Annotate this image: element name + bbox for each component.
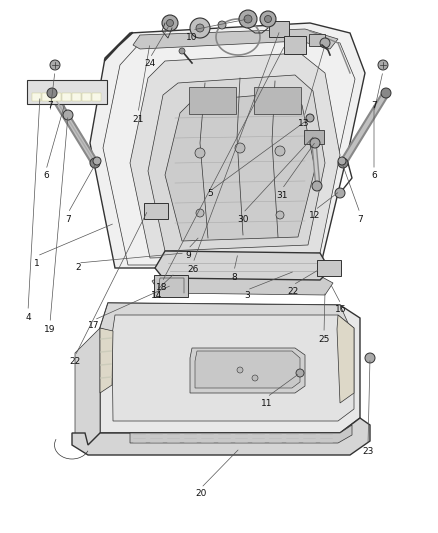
Polygon shape xyxy=(155,251,330,280)
Circle shape xyxy=(239,10,257,28)
Circle shape xyxy=(296,369,304,377)
FancyBboxPatch shape xyxy=(52,93,60,101)
Circle shape xyxy=(47,88,57,98)
FancyBboxPatch shape xyxy=(189,87,236,114)
Text: 23: 23 xyxy=(362,447,374,456)
Polygon shape xyxy=(112,315,354,421)
FancyBboxPatch shape xyxy=(81,93,91,101)
Text: 25: 25 xyxy=(318,335,330,343)
Circle shape xyxy=(265,15,272,22)
Circle shape xyxy=(235,143,245,153)
Text: 10: 10 xyxy=(186,33,198,42)
Circle shape xyxy=(195,148,205,158)
Polygon shape xyxy=(148,75,325,251)
FancyBboxPatch shape xyxy=(254,87,301,114)
Text: 19: 19 xyxy=(44,325,56,334)
Text: 5: 5 xyxy=(207,189,213,198)
Circle shape xyxy=(218,21,226,29)
Polygon shape xyxy=(72,418,370,455)
Circle shape xyxy=(275,146,285,156)
Text: 6: 6 xyxy=(43,172,49,181)
Text: 1: 1 xyxy=(34,259,40,268)
Circle shape xyxy=(381,88,391,98)
FancyBboxPatch shape xyxy=(317,260,341,276)
FancyBboxPatch shape xyxy=(284,36,306,54)
Text: 2: 2 xyxy=(75,263,81,272)
Text: 14: 14 xyxy=(151,292,162,301)
Circle shape xyxy=(365,353,375,363)
Text: 21: 21 xyxy=(132,115,144,124)
Circle shape xyxy=(190,18,210,38)
FancyBboxPatch shape xyxy=(92,93,100,101)
Text: 22: 22 xyxy=(69,358,81,367)
Circle shape xyxy=(335,188,345,198)
Polygon shape xyxy=(100,328,113,393)
Text: 3: 3 xyxy=(244,290,250,300)
Circle shape xyxy=(312,181,322,191)
FancyBboxPatch shape xyxy=(27,80,107,104)
Text: 16: 16 xyxy=(335,305,347,314)
Polygon shape xyxy=(152,275,333,295)
Circle shape xyxy=(50,60,60,70)
FancyBboxPatch shape xyxy=(61,93,71,101)
Circle shape xyxy=(260,11,276,27)
Polygon shape xyxy=(100,303,360,433)
FancyBboxPatch shape xyxy=(71,93,81,101)
Circle shape xyxy=(252,375,258,381)
Text: 18: 18 xyxy=(156,284,168,293)
Text: 7: 7 xyxy=(47,101,53,109)
FancyBboxPatch shape xyxy=(154,275,188,297)
FancyBboxPatch shape xyxy=(304,130,324,144)
Text: 6: 6 xyxy=(371,172,377,181)
Circle shape xyxy=(179,48,185,54)
Text: 12: 12 xyxy=(309,212,321,221)
Polygon shape xyxy=(195,351,300,388)
Text: 9: 9 xyxy=(185,251,191,260)
FancyBboxPatch shape xyxy=(32,93,40,101)
Text: 7: 7 xyxy=(65,214,71,223)
Circle shape xyxy=(276,211,284,219)
Text: 20: 20 xyxy=(195,489,207,498)
Polygon shape xyxy=(337,315,354,403)
Polygon shape xyxy=(133,29,338,49)
Polygon shape xyxy=(90,23,365,268)
Circle shape xyxy=(162,15,178,31)
Text: 7: 7 xyxy=(357,214,363,223)
Text: 22: 22 xyxy=(287,287,299,295)
Text: 26: 26 xyxy=(187,264,199,273)
Circle shape xyxy=(90,158,100,168)
Text: 4: 4 xyxy=(25,313,31,322)
Text: 30: 30 xyxy=(237,214,249,223)
Circle shape xyxy=(320,38,330,48)
FancyBboxPatch shape xyxy=(269,21,289,37)
Text: 13: 13 xyxy=(298,118,310,127)
Polygon shape xyxy=(130,53,340,258)
Text: 31: 31 xyxy=(276,190,288,199)
FancyBboxPatch shape xyxy=(42,93,50,101)
Circle shape xyxy=(63,110,73,120)
Polygon shape xyxy=(75,328,100,445)
Text: 8: 8 xyxy=(231,272,237,281)
Circle shape xyxy=(306,114,314,122)
Polygon shape xyxy=(130,425,352,443)
Circle shape xyxy=(310,138,320,148)
Text: 11: 11 xyxy=(261,399,273,408)
Circle shape xyxy=(93,157,101,165)
Circle shape xyxy=(338,158,348,168)
Circle shape xyxy=(237,367,243,373)
FancyBboxPatch shape xyxy=(309,34,325,46)
Text: 24: 24 xyxy=(145,60,155,69)
Circle shape xyxy=(196,209,204,217)
Text: 17: 17 xyxy=(88,321,100,330)
Polygon shape xyxy=(100,303,350,335)
Polygon shape xyxy=(165,93,315,241)
FancyBboxPatch shape xyxy=(144,203,168,219)
Circle shape xyxy=(338,157,346,165)
Text: 7: 7 xyxy=(371,101,377,109)
Circle shape xyxy=(166,20,173,27)
Circle shape xyxy=(244,15,252,23)
Circle shape xyxy=(196,24,204,32)
Polygon shape xyxy=(190,348,305,393)
Circle shape xyxy=(378,60,388,70)
